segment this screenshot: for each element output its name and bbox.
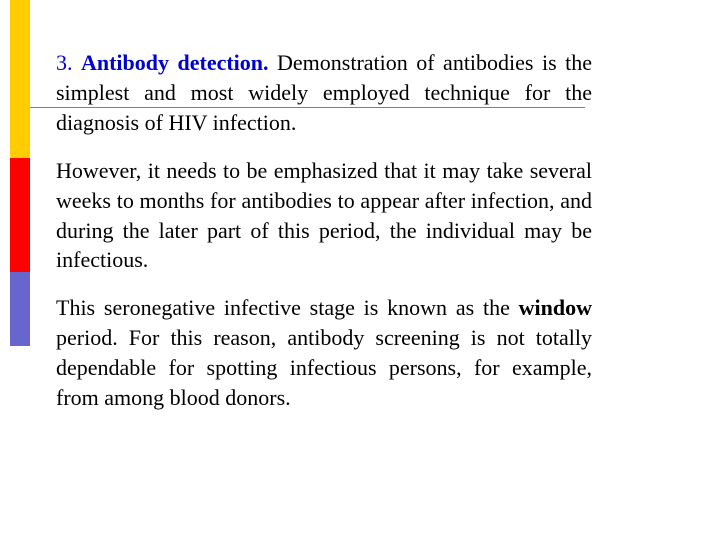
heading-number: 3. [56,50,73,75]
paragraph-3: This seronegative infective stage is kno… [56,293,592,413]
stripe-red [10,158,30,272]
stripe-yellow [10,0,30,158]
color-sidebar [10,0,30,540]
window-term: window [519,295,592,320]
heading-title: Antibody detection. [81,50,269,75]
paragraph-3-pre: This seronegative infective stage is kno… [56,295,519,320]
stripe-blue [10,272,30,346]
paragraph-1: 3. Antibody detection. Demonstration of … [56,48,592,138]
paragraph-2: However, it needs to be emphasized that … [56,156,592,276]
paragraph-3-post: period. For this reason, antibody screen… [56,325,592,410]
slide-content: 3. Antibody detection. Demonstration of … [56,48,592,431]
